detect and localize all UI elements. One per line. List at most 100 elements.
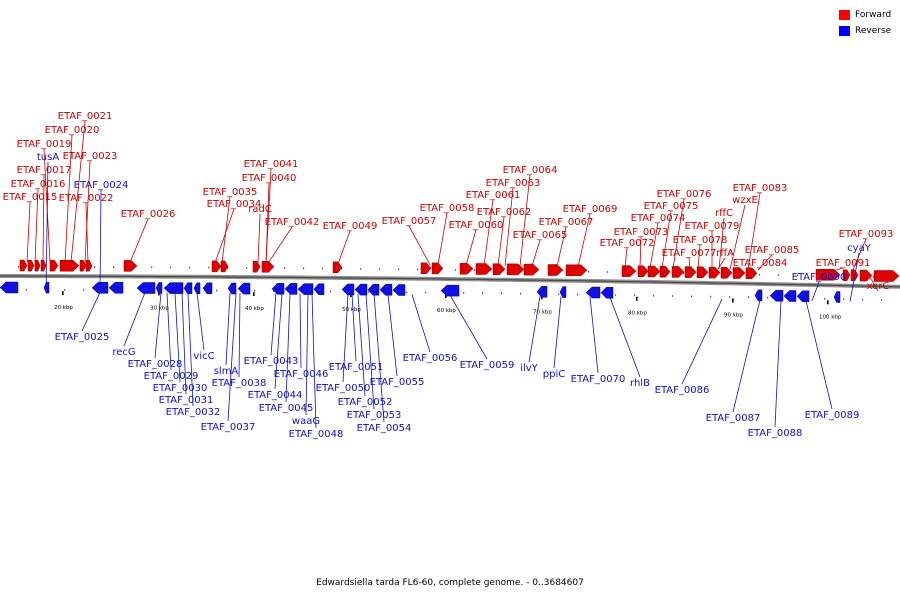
forward-gene-label: ETAF_0016 <box>11 179 66 190</box>
reverse-label-leader <box>238 293 241 378</box>
reverse-label-leader <box>187 292 194 407</box>
forward-gene-label: rffA <box>716 248 734 259</box>
reverse-label-leader <box>270 293 277 356</box>
scale-tick <box>253 292 255 297</box>
forward-gene-arrow <box>720 267 733 279</box>
forward-label-leader <box>85 202 89 263</box>
scale-tick <box>732 298 734 303</box>
reverse-gene-arrow <box>367 283 380 296</box>
forward-gene-arrow <box>671 266 685 278</box>
forward-gene-label: wzxE <box>732 195 758 206</box>
reverse-label-leader <box>449 294 488 360</box>
forward-gene-label: ETAF_0023 <box>63 151 118 162</box>
backbone-tick-bottom <box>64 289 66 291</box>
forward-gene-arrow <box>211 260 222 273</box>
forward-gene-label: ETAF_0034 <box>207 199 262 210</box>
forward-gene-label: ETAF_0072 <box>600 238 655 249</box>
reverse-label-leader <box>681 299 723 385</box>
forward-label-leader <box>437 212 448 265</box>
reverse-gene-label: ilvY <box>520 363 538 374</box>
forward-gene-arrow <box>708 266 721 279</box>
backbone-tick-bottom <box>425 291 427 294</box>
forward-gene-arrow <box>252 260 261 273</box>
scale-label: 100 kbp <box>819 314 842 320</box>
reverse-gene-arrow <box>392 284 406 296</box>
reverse-label-leader <box>285 293 291 403</box>
backbone-tick-top <box>588 271 590 273</box>
reverse-gene-arrow <box>796 290 810 303</box>
reverse-gene-label: ETAF_0090 <box>792 272 847 283</box>
reverse-gene-label: ETAF_0070 <box>571 374 626 385</box>
backbone-tick-top <box>759 273 761 276</box>
forward-label-leader <box>519 174 531 267</box>
reverse-label-leader <box>732 299 761 413</box>
forward-label-leader <box>866 271 879 292</box>
forward-label-leader <box>70 120 86 263</box>
forward-gene-arrow <box>40 259 47 272</box>
forward-gene-label: ETAF_0057 <box>382 216 437 227</box>
reverse-label-leader <box>174 292 181 383</box>
forward-label-leader <box>688 257 691 269</box>
forward-label-leader <box>129 218 149 263</box>
reverse-gene-label: ETAF_0028 <box>128 359 183 370</box>
backbone-tick-bottom <box>653 294 655 297</box>
backbone-tick-top <box>322 267 324 270</box>
forward-gene-arrow <box>732 267 746 279</box>
forward-gene-arrow <box>842 269 851 281</box>
reverse-gene-label: ETAF_0030 <box>153 383 208 394</box>
forward-label-leader <box>672 198 685 269</box>
backbone-tick-bottom <box>634 294 636 297</box>
reverse-gene-label: rhlB <box>630 378 650 389</box>
backbone-tick-bottom <box>558 293 560 295</box>
backbone-tick-bottom <box>881 299 883 301</box>
forward-label-leader <box>64 134 73 263</box>
reverse-gene-arrow <box>833 291 841 303</box>
forward-label-leader <box>757 254 773 271</box>
forward-label-leader <box>531 239 541 267</box>
forward-gene-label: ETAF_0026 <box>121 209 176 220</box>
forward-gene-label: ETAF_0041 <box>244 159 299 170</box>
forward-gene-arrow <box>696 266 709 279</box>
backbone-tick-top <box>18 266 20 268</box>
reverse-gene-label: ETAF_0086 <box>655 385 710 396</box>
backbone-tick-top <box>284 267 286 269</box>
reverse-gene-label: waaG <box>292 416 320 427</box>
reverse-gene-label: tusA <box>37 152 59 163</box>
forward-gene-label: ETAF_0073 <box>614 227 669 238</box>
reverse-label-leader <box>274 293 283 390</box>
forward-gene-arrow <box>659 265 671 278</box>
forward-label-leader <box>221 196 231 263</box>
reverse-gene-arrow <box>559 286 567 298</box>
backbone-tick-top <box>417 268 419 271</box>
backbone-tick-top <box>778 274 780 276</box>
backbone-tick-bottom <box>824 298 826 300</box>
backbone-tick-bottom <box>862 298 864 301</box>
forward-gene-arrow <box>261 261 275 273</box>
forward-gene-arrow <box>27 259 35 272</box>
forward-gene-arrow <box>547 264 564 276</box>
reverse-label-leader <box>311 293 317 429</box>
forward-label-leader <box>504 187 514 266</box>
reverse-gene-arrow <box>379 284 393 296</box>
backbone-tick-top <box>227 267 229 269</box>
forward-gene-label: ETAF_0040 <box>242 173 297 184</box>
genome-backbone-core <box>0 275 900 288</box>
backbone-tick-top <box>113 266 115 268</box>
reverse-label-leader <box>373 294 385 423</box>
reverse-gene-label: ETAF_0089 <box>805 410 860 421</box>
reverse-label-leader <box>154 292 162 359</box>
backbone-tick-top <box>189 266 191 269</box>
reverse-label-leader <box>225 292 231 366</box>
scale-label: 70 kbp <box>533 309 552 315</box>
scale-tick <box>827 300 829 305</box>
reverse-label-leader <box>351 293 357 362</box>
forward-label-leader <box>624 247 628 268</box>
reverse-gene-label: ETAF_0037 <box>201 422 256 433</box>
backbone-tick-top <box>455 269 457 271</box>
reverse-gene-label: ETAF_0052 <box>338 397 393 408</box>
reverse-label-leader <box>553 296 562 369</box>
forward-label-leader <box>649 222 659 268</box>
legend-reverse-swatch <box>839 25 850 36</box>
forward-gene-label: ETAF_0022 <box>59 193 114 204</box>
